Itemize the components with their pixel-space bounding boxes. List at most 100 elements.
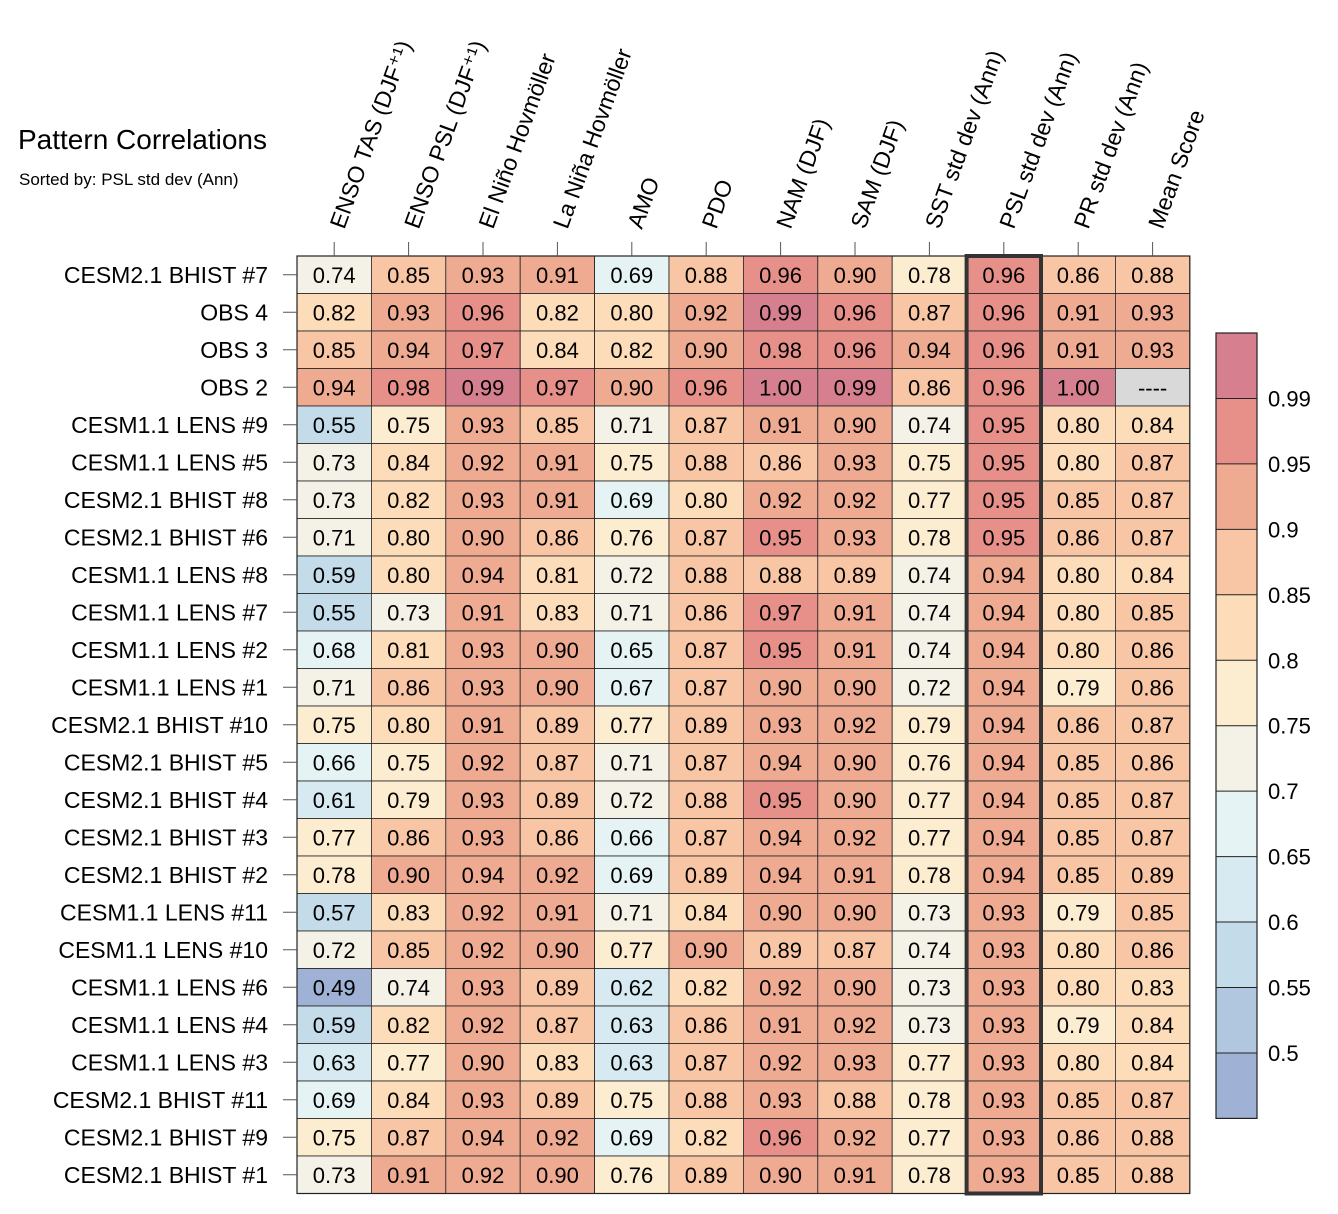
heatmap-cell: [966, 968, 1042, 1007]
heatmap-cell: [668, 743, 744, 782]
heatmap-cell: [743, 330, 819, 369]
colorbar: 0.5 0.55 0.6 0.65 0.7 0.75 0.8 0.85 0.9 0.95 0.99: [1215, 332, 1311, 1120]
cell-value-label: 0.98: [387, 375, 430, 400]
cell-value-label: 0.92: [834, 1125, 877, 1150]
cell-value-label: 0.98: [759, 338, 802, 363]
heatmap-cell: [445, 1155, 521, 1194]
cell-value-label: 0.74: [313, 263, 356, 288]
cell-value-label: 0.86: [1057, 525, 1100, 550]
cell-value-label: 0.95: [982, 450, 1025, 475]
cell-value-label: 0.97: [759, 600, 802, 625]
heatmap-cell: [743, 480, 819, 519]
cell-value-label: 0.96: [462, 300, 505, 325]
heatmap-cell: [1040, 255, 1116, 294]
colorbar-tick-label: 0.5: [1268, 1041, 1299, 1066]
cell-value-label: 0.92: [462, 1163, 505, 1188]
cell-value-label: 0.55: [313, 413, 356, 438]
cell-value-label: 0.85: [387, 938, 430, 963]
cell-value-label: 0.65: [610, 638, 653, 663]
heatmap-cell: [743, 593, 819, 632]
heatmap-cell: [370, 968, 447, 1007]
cell-value-label: 0.93: [834, 450, 877, 475]
heatmap-cell: [668, 780, 744, 819]
cell-value-label: 0.73: [313, 450, 356, 475]
cell-value-label: 0.71: [610, 900, 653, 925]
cell-value-label: 0.96: [759, 1125, 802, 1150]
heatmap-cell: [594, 293, 670, 332]
cell-value-label: 0.91: [834, 638, 877, 663]
cell-value-label: 0.86: [387, 675, 430, 700]
heatmap-cell: [594, 555, 670, 594]
column-label: ENSO TAS (DJF⁺¹): [324, 37, 416, 232]
heatmap-cell: [296, 668, 372, 707]
heatmap-cell: [445, 818, 521, 857]
heatmap-cell: [668, 405, 744, 444]
cell-value-label: 0.85: [1057, 488, 1100, 513]
heatmap-cell: [966, 743, 1042, 782]
cell-value-label: 0.93: [982, 900, 1025, 925]
colorbar-tick-label: 0.55: [1268, 976, 1311, 1001]
cell-value-label: 0.86: [685, 600, 728, 625]
cell-value-label: 0.61: [313, 788, 356, 813]
heatmap-cell: [891, 930, 968, 969]
heatmap-cell: [891, 630, 968, 669]
heatmap-cell: [1115, 1118, 1191, 1157]
heatmap-cell: [1040, 893, 1116, 932]
heatmap-cell: [743, 855, 819, 894]
cell-value-label: 0.99: [834, 375, 877, 400]
cell-value-label: 0.77: [313, 825, 356, 850]
heatmap-cell: [817, 330, 893, 369]
cell-value-label: 0.95: [759, 788, 802, 813]
heatmap-cell: [743, 743, 819, 782]
heatmap-cell: [966, 368, 1042, 407]
heatmap-cell: [519, 818, 596, 857]
cell-value-label: 0.94: [982, 563, 1025, 588]
heatmap-cell: [296, 1080, 372, 1119]
cell-value-label: 0.57: [313, 900, 356, 925]
cell-value-label: 0.92: [462, 450, 505, 475]
colorbar-tick-label: 0.6: [1268, 910, 1299, 935]
heatmap-cell: [1115, 930, 1191, 969]
cell-value-label: 0.77: [610, 938, 653, 963]
cell-value-label: 0.49: [313, 975, 356, 1000]
cell-value-label: 0.75: [313, 1125, 356, 1150]
cell-value-label: 0.63: [313, 1050, 356, 1075]
cell-value-label: 0.91: [1057, 338, 1100, 363]
row-label: CESM2.1 BHIST #10: [51, 712, 268, 738]
heatmap-cell: [1115, 893, 1191, 932]
heatmap-cell: [966, 518, 1042, 557]
heatmap-cell: [891, 968, 968, 1007]
cell-value-label: 0.74: [908, 938, 951, 963]
colorbar-segment: [1216, 987, 1257, 1053]
cell-value-label: 0.92: [462, 1013, 505, 1038]
cell-value-label: 0.87: [685, 675, 728, 700]
cell-value-label: 0.90: [759, 900, 802, 925]
heatmap-cell: [370, 555, 447, 594]
cell-value-label: 0.90: [536, 675, 579, 700]
cell-value-label: 0.91: [759, 1013, 802, 1038]
cell-value-label: 0.89: [685, 713, 728, 738]
heatmap-cell: [370, 893, 447, 932]
row-label: CESM1.1 LENS #9: [71, 412, 268, 438]
cell-value-label: 0.95: [982, 413, 1025, 438]
heatmap-cell: [966, 818, 1042, 857]
cell-value-label: 0.94: [908, 338, 951, 363]
colorbar-segment: [1216, 1052, 1257, 1119]
cell-value-label: 0.95: [759, 638, 802, 663]
heatmap-cell: [519, 293, 596, 332]
cell-value-label: 0.75: [610, 450, 653, 475]
heatmap-cell: [1040, 705, 1116, 744]
cell-value-label: 0.88: [834, 1088, 877, 1113]
cell-value-label: 0.73: [908, 975, 951, 1000]
cell-value-label: 0.84: [685, 900, 728, 925]
cell-value-label: 0.88: [685, 788, 728, 813]
cell-value-label: 0.80: [1057, 600, 1100, 625]
cell-value-label: 0.92: [536, 863, 579, 888]
cell-value-label: 0.85: [387, 263, 430, 288]
heatmap-cell: [817, 930, 893, 969]
row-label: CESM2.1 BHIST #9: [64, 1124, 268, 1150]
row-label: CESM2.1 BHIST #11: [53, 1087, 268, 1113]
cell-value-label: 0.91: [834, 1163, 877, 1188]
heatmap-cell: [370, 593, 447, 632]
heatmap-cell: [817, 405, 893, 444]
